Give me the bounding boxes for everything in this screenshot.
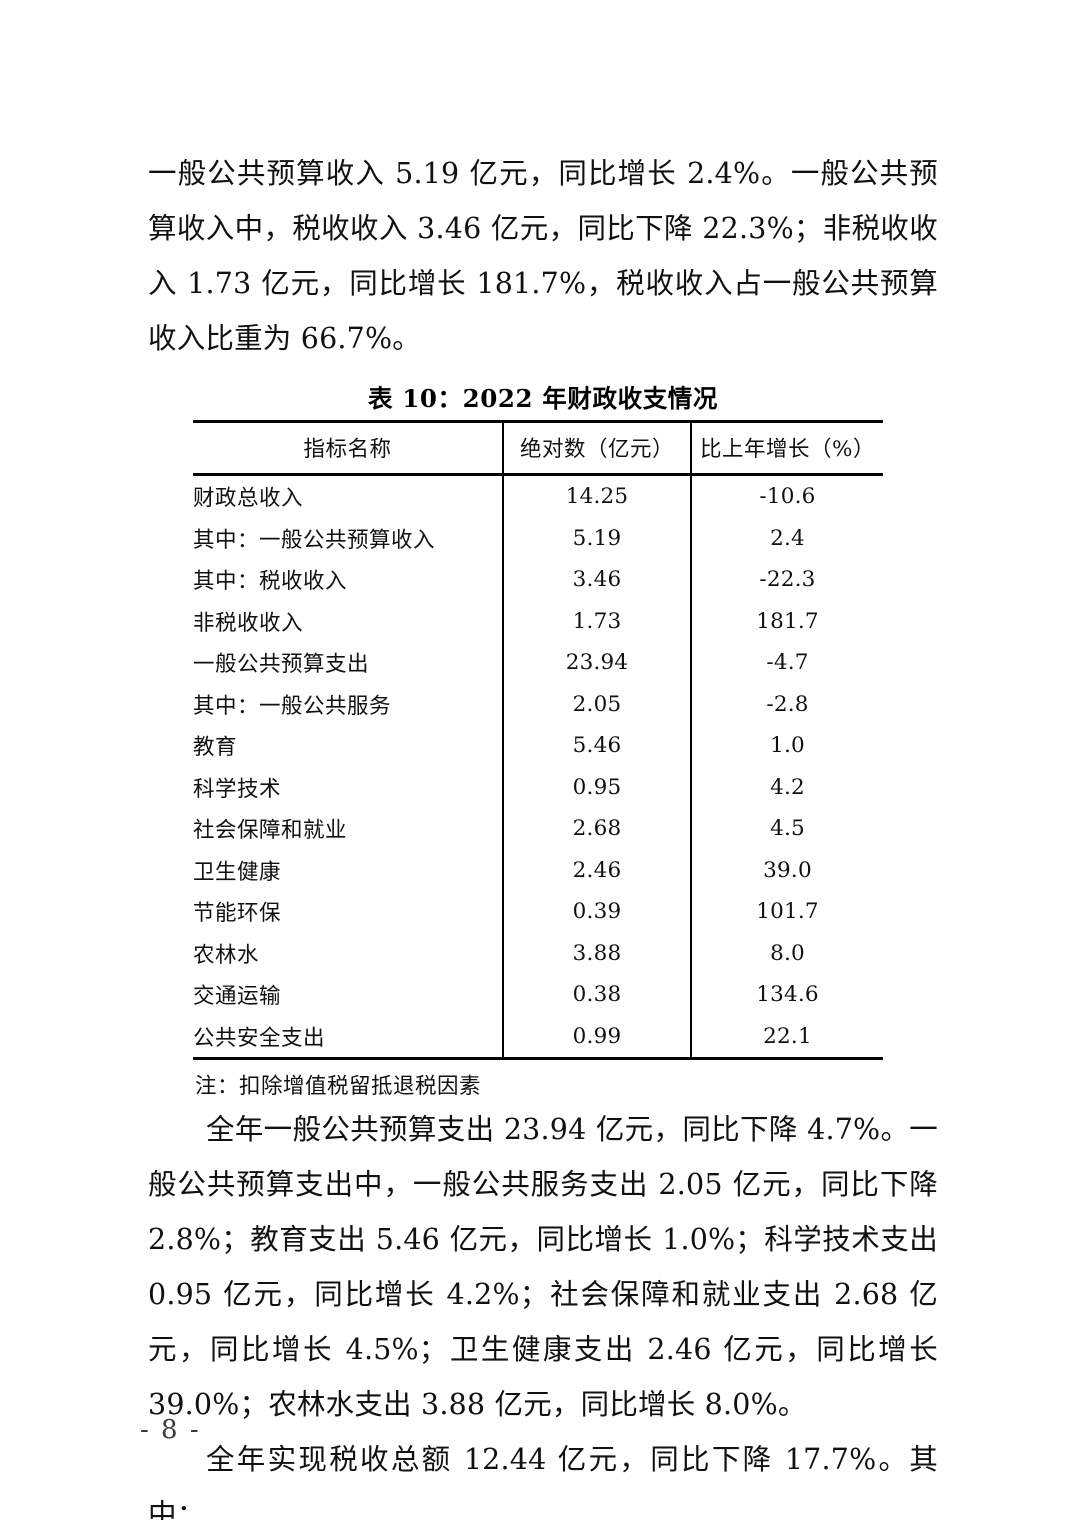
cell-absolute-value: 2.05: [502, 683, 691, 725]
table-row: 一般公共预算支出 23.94 -4.7: [193, 642, 883, 684]
cell-indicator-name: 交通运输: [193, 984, 282, 1010]
page-number-footer: - 8 -: [140, 1415, 201, 1445]
table-header-row: 指标名称 绝对数（亿元） 比上年增长（%）: [193, 420, 883, 476]
cell-absolute-value: 3.88: [502, 932, 691, 974]
cell-indicator-name: 教育: [193, 735, 238, 761]
table-row: 其中：一般公共服务 2.05 -2.8: [193, 683, 883, 725]
cell-absolute-value: 0.95: [502, 766, 691, 808]
cell-absolute-value: 0.38: [502, 974, 691, 1016]
page-content: 一般公共预算收入 5.19 亿元，同比增长 2.4%。一般公共预算收入中，税收收…: [148, 146, 938, 1520]
cell-absolute-value: 5.46: [502, 725, 691, 767]
cell-indicator-name: 其中：税收收入: [193, 569, 348, 595]
table-header: 指标名称 绝对数（亿元） 比上年增长（%）: [193, 420, 883, 476]
cell-growth-rate: 1.0: [690, 725, 883, 767]
cell-indicator-name: 卫生健康: [193, 859, 282, 885]
cell-indicator-name: 其中：一般公共服务: [193, 693, 392, 719]
cell-absolute-value: 0.99: [502, 1015, 691, 1060]
cell-growth-rate: 22.1: [690, 1015, 883, 1060]
cell-growth-rate: 134.6: [690, 974, 883, 1016]
cell-absolute-value: 23.94: [502, 642, 691, 684]
cell-absolute-value: 1.73: [502, 600, 691, 642]
cell-indicator-name: 财政总收入: [193, 486, 304, 512]
cell-growth-rate: 2.4: [690, 517, 883, 559]
cell-absolute-value: 2.68: [502, 808, 691, 850]
cell-growth-rate: 4.2: [690, 766, 883, 808]
cell-growth-rate: 101.7: [690, 891, 883, 933]
cell-indicator-name: 公共安全支出: [193, 1015, 503, 1060]
table-row: 公共安全支出 0.99 22.1: [193, 1015, 883, 1060]
cell-growth-rate: 181.7: [690, 600, 883, 642]
cell-growth-rate: 39.0: [690, 849, 883, 891]
column-header-absolute-value: 绝对数（亿元）: [502, 420, 691, 476]
cell-absolute-value: 0.39: [502, 891, 691, 933]
table-row: 科学技术 0.95 4.2: [193, 766, 883, 808]
column-header-indicator-name: 指标名称: [193, 420, 503, 476]
paragraph-tax-total: 全年实现税收总额 12.44 亿元，同比下降 17.7%。其中：: [148, 1443, 938, 1520]
table-title: 表 10：2022 年财政收支情况: [367, 384, 719, 413]
table-row: 非税收收入 1.73 181.7: [193, 600, 883, 642]
cell-indicator-name: 农林水: [193, 942, 260, 968]
table-10-block: 表 10：2022 年财政收支情况 指标名称 绝对数（亿元） 比上年增长（%） …: [148, 380, 938, 1100]
cell-growth-rate: -4.7: [690, 642, 883, 684]
cell-growth-rate: 4.5: [690, 808, 883, 850]
cell-indicator-name: 其中：一般公共预算收入: [193, 527, 436, 553]
cell-indicator-name: 节能环保: [193, 901, 282, 927]
table-row: 社会保障和就业 2.68 4.5: [193, 808, 883, 850]
cell-growth-rate: -2.8: [690, 683, 883, 725]
table-body: 财政总收入 14.25 -10.6 其中：一般公共预算收入 5.19 2.4 其中：税收收入…: [193, 474, 883, 1060]
cell-absolute-value: 3.46: [502, 559, 691, 601]
paragraph-fiscal-revenue: 一般公共预算收入 5.19 亿元，同比增长 2.4%。一般公共预算收入中，税收收…: [148, 157, 938, 355]
table-row: 农林水 3.88 8.0: [193, 932, 883, 974]
column-header-growth-rate: 比上年增长（%）: [690, 420, 883, 476]
paragraph-fiscal-expenditure: 全年一般公共预算支出 23.94 亿元，同比下降 4.7%。一般公共预算支出中，…: [148, 1113, 938, 1421]
cell-growth-rate: -10.6: [690, 474, 883, 518]
table-row: 交通运输 0.38 134.6: [193, 974, 883, 1016]
table-row: 其中：税收收入 3.46 -22.3: [193, 559, 883, 601]
fiscal-revenue-expenditure-table: 指标名称 绝对数（亿元） 比上年增长（%） 财政总收入 14.25 -10.6 其中：…: [193, 420, 883, 1060]
cell-absolute-value: 2.46: [502, 849, 691, 891]
table-note: 注：扣除增值税留抵退税因素: [195, 1074, 482, 1099]
cell-indicator-name: 社会保障和就业: [193, 818, 348, 844]
table-row: 其中：一般公共预算收入 5.19 2.4: [193, 517, 883, 559]
cell-growth-rate: 8.0: [690, 932, 883, 974]
table-row: 财政总收入 14.25 -10.6: [193, 474, 883, 518]
cell-growth-rate: -22.3: [690, 559, 883, 601]
cell-indicator-name: 一般公共预算支出: [193, 652, 370, 678]
cell-absolute-value: 14.25: [502, 474, 691, 518]
cell-absolute-value: 5.19: [502, 517, 691, 559]
cell-indicator-name: 科学技术: [193, 776, 282, 802]
table-row: 卫生健康 2.46 39.0: [193, 849, 883, 891]
cell-indicator-name: 非税收收入: [193, 610, 304, 636]
table-row: 节能环保 0.39 101.7: [193, 891, 883, 933]
table-row: 教育 5.46 1.0: [193, 725, 883, 767]
